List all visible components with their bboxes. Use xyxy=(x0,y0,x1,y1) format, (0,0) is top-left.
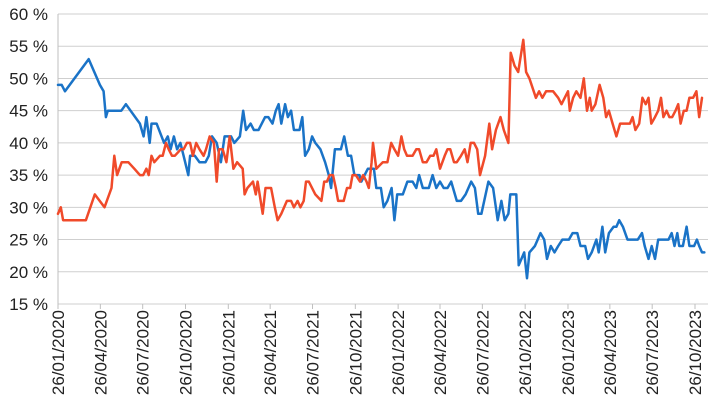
x-tick-label: 26/01/2023 xyxy=(559,310,578,395)
x-tick-labels: 26/01/2020 26/04/2020 26/07/2020 26/10/2020… xyxy=(49,310,705,395)
series-lines xyxy=(56,38,706,280)
x-tick-label: 26/04/2022 xyxy=(431,310,450,395)
series-line-blue xyxy=(56,57,706,280)
x-tick-label: 26/04/2023 xyxy=(601,310,620,395)
x-tick-label: 26/01/2021 xyxy=(219,310,238,395)
y-tick-label: 20 % xyxy=(9,263,48,282)
x-tick-label: 26/10/2022 xyxy=(516,310,535,395)
y-tick-label: 60 % xyxy=(9,5,48,24)
x-tick-label: 26/01/2022 xyxy=(389,310,408,395)
x-tick-label: 26/04/2021 xyxy=(261,310,280,395)
x-tick-label: 26/01/2020 xyxy=(49,310,68,395)
x-tick-label: 26/10/2020 xyxy=(176,310,195,395)
x-tick-label: 26/10/2023 xyxy=(686,310,705,395)
axes xyxy=(57,14,696,309)
x-tick-label: 26/07/2020 xyxy=(134,310,153,395)
y-tick-label: 30 % xyxy=(9,198,48,217)
y-tick-label: 55 % xyxy=(9,37,48,56)
x-tick-label: 26/10/2021 xyxy=(346,310,365,395)
y-tick-label: 45 % xyxy=(9,102,48,121)
x-tick-label: 26/07/2023 xyxy=(643,310,662,395)
x-tick-label: 26/07/2021 xyxy=(304,310,323,395)
y-tick-label: 40 % xyxy=(9,134,48,153)
y-tick-label: 35 % xyxy=(9,166,48,185)
series-line-red xyxy=(56,38,704,222)
y-tick-label: 15 % xyxy=(9,295,48,314)
y-tick-labels: 15 % 20 % 25 % 30 % 35 % 40 % 45 % 50 % 55 % 60 % xyxy=(9,5,48,314)
y-tick-label: 25 % xyxy=(9,231,48,250)
x-tick-label: 26/04/2020 xyxy=(91,310,110,395)
x-tick-label: 26/07/2022 xyxy=(473,310,492,395)
y-tick-label: 50 % xyxy=(9,69,48,88)
